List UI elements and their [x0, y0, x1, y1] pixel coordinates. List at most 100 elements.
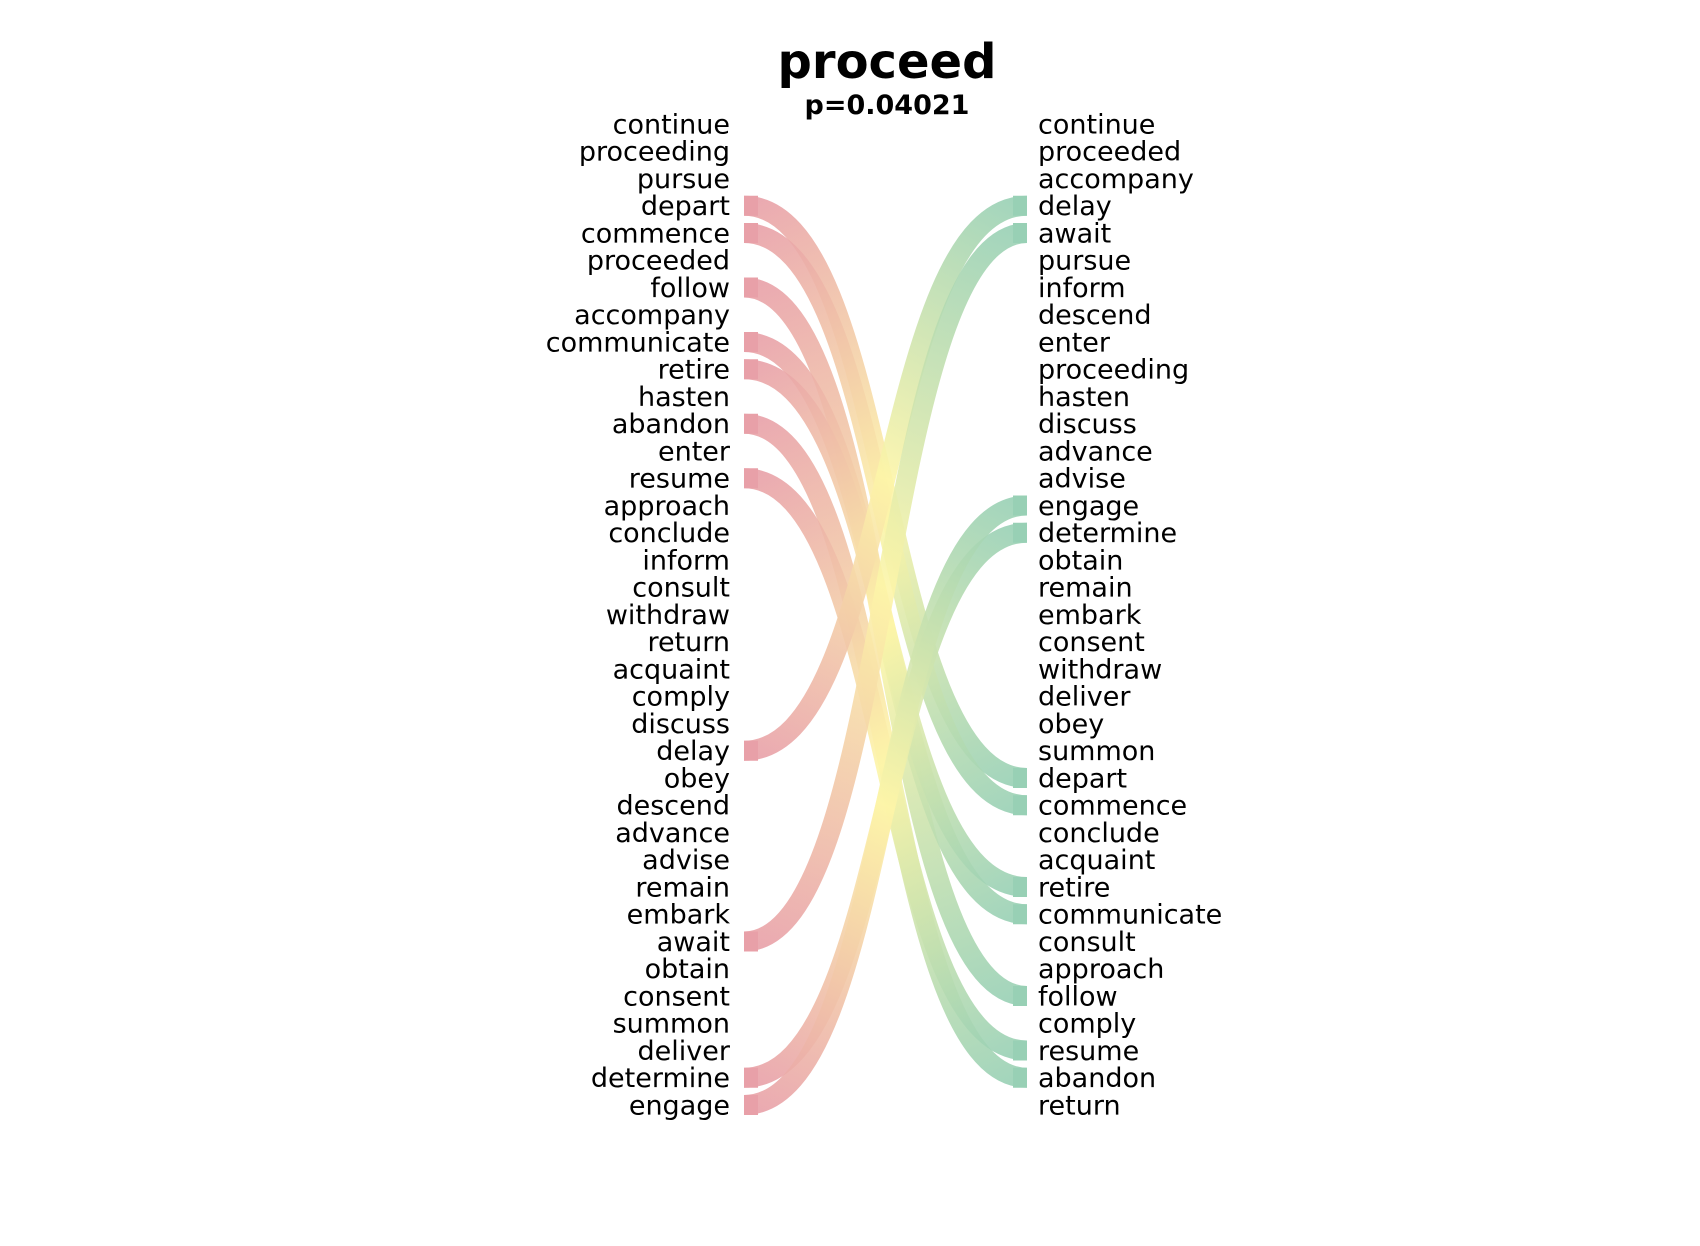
flow-start-resume: [744, 468, 758, 489]
left-label-comply: comply: [632, 682, 730, 713]
right-label-hasten: hasten: [1038, 382, 1130, 413]
left-label-retire: retire: [658, 355, 730, 386]
right-label-withdraw: withdraw: [1038, 654, 1162, 685]
right-label-retire: retire: [1038, 872, 1110, 903]
right-label-obtain: obtain: [1038, 545, 1123, 576]
left-label-return: return: [647, 627, 730, 658]
left-label-advance: advance: [615, 818, 730, 849]
flow-start-follow: [744, 277, 758, 298]
right-label-acquaint: acquaint: [1038, 845, 1155, 876]
flow-end-delay: [1013, 195, 1027, 216]
right-label-determine: determine: [1038, 518, 1177, 549]
chart-title: proceed: [778, 34, 997, 90]
flow-group: [742, 195, 1029, 1115]
right-label-consult: consult: [1038, 927, 1136, 958]
left-label-discuss: discuss: [631, 709, 730, 740]
right-label-obey: obey: [1038, 709, 1104, 740]
left-label-acquaint: acquaint: [613, 654, 730, 685]
left-label-determine: determine: [591, 1063, 730, 1094]
right-label-approach: approach: [1038, 954, 1164, 985]
left-label-hasten: hasten: [638, 382, 730, 413]
right-label-abandon: abandon: [1038, 1063, 1156, 1094]
left-label-pursue: pursue: [637, 164, 730, 195]
left-label-withdraw: withdraw: [606, 600, 730, 631]
flow-end-follow: [1013, 986, 1027, 1006]
flow-start-determine: [744, 1067, 758, 1088]
right-label-advance: advance: [1038, 436, 1153, 467]
chart-subtitle: p=0.04021: [805, 90, 970, 121]
right-label-continue: continue: [1038, 109, 1155, 140]
right-label-proceeded: proceeded: [1038, 137, 1181, 168]
flow-start-delay: [744, 740, 758, 761]
left-label-advise: advise: [642, 845, 730, 876]
left-label-commence: commence: [581, 218, 730, 249]
left-label-embark: embark: [627, 900, 731, 931]
flow-end-communicate: [1013, 904, 1027, 925]
flow-end-resume: [1013, 1040, 1027, 1061]
flow-delay: [743, 195, 1028, 761]
left-label-conclude: conclude: [608, 518, 730, 549]
flow-end-depart: [1013, 768, 1027, 788]
left-label-continue: continue: [613, 109, 730, 140]
flow-start-depart: [744, 195, 758, 216]
left-label-descend: descend: [616, 791, 730, 822]
right-label-embark: embark: [1038, 600, 1142, 631]
flow-engage: [743, 495, 1028, 1115]
flow-start-await: [744, 931, 758, 952]
left-label-obey: obey: [664, 763, 730, 794]
right-label-enter: enter: [1038, 327, 1111, 358]
flow-end-determine: [1013, 522, 1027, 543]
right-label-discuss: discuss: [1038, 409, 1137, 440]
left-label-abandon: abandon: [612, 409, 730, 440]
flow-start-abandon: [744, 413, 758, 434]
right-label-commence: commence: [1038, 791, 1187, 822]
right-label-conclude: conclude: [1038, 818, 1160, 849]
flow-start-communicate: [744, 332, 758, 352]
left-label-communicate: communicate: [546, 327, 730, 358]
flow-end-abandon: [1013, 1067, 1027, 1088]
left-label-deliver: deliver: [638, 1036, 731, 1067]
right-label-inform: inform: [1038, 273, 1126, 304]
right-label-depart: depart: [1038, 763, 1127, 794]
right-label-comply: comply: [1038, 1009, 1136, 1040]
right-label-delay: delay: [1038, 191, 1112, 222]
left-label-enter: enter: [658, 436, 731, 467]
right-label-engage: engage: [1038, 491, 1139, 522]
left-label-consult: consult: [632, 573, 730, 604]
right-label-accompany: accompany: [1038, 164, 1194, 195]
left-label-remain: remain: [635, 872, 730, 903]
flow-end-await: [1013, 223, 1027, 243]
left-label-proceeding: proceeding: [579, 137, 730, 168]
right-label-await: await: [1038, 218, 1111, 249]
right-label-follow: follow: [1038, 981, 1118, 1012]
right-label-pursue: pursue: [1038, 246, 1131, 277]
right-label-advise: advise: [1038, 464, 1126, 495]
left-label-engage: engage: [629, 1090, 730, 1121]
left-label-depart: depart: [641, 191, 730, 222]
left-label-summon: summon: [613, 1009, 730, 1040]
left-label-proceeded: proceeded: [587, 246, 730, 277]
right-label-communicate: communicate: [1038, 900, 1222, 931]
left-label-resume: resume: [629, 464, 730, 495]
left-label-approach: approach: [604, 491, 730, 522]
right-label-return: return: [1038, 1090, 1121, 1121]
flow-start-retire: [744, 359, 758, 380]
left-label-inform: inform: [642, 545, 730, 576]
left-label-accompany: accompany: [574, 300, 730, 331]
right-label-descend: descend: [1038, 300, 1152, 331]
left-label-consent: consent: [623, 981, 730, 1012]
left-label-await: await: [657, 927, 730, 958]
left-label-delay: delay: [656, 736, 730, 767]
right-label-consent: consent: [1038, 627, 1145, 658]
left-labels: continueproceedingpursuedepartcommencepr…: [546, 109, 731, 1121]
left-label-follow: follow: [650, 273, 730, 304]
flow-await: [742, 223, 1029, 952]
right-label-proceeding: proceeding: [1038, 355, 1189, 386]
left-label-obtain: obtain: [645, 954, 730, 985]
flow-end-commence: [1013, 795, 1027, 816]
flow-start-commence: [744, 223, 758, 243]
right-labels: continueproceededaccompanydelayawaitpurs…: [1038, 109, 1222, 1121]
flow-end-retire: [1013, 877, 1027, 897]
right-label-deliver: deliver: [1038, 682, 1131, 713]
